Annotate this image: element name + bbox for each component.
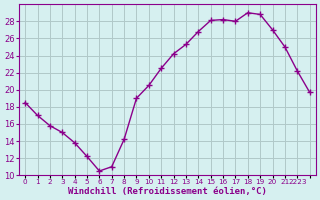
- X-axis label: Windchill (Refroidissement éolien,°C): Windchill (Refroidissement éolien,°C): [68, 187, 267, 196]
